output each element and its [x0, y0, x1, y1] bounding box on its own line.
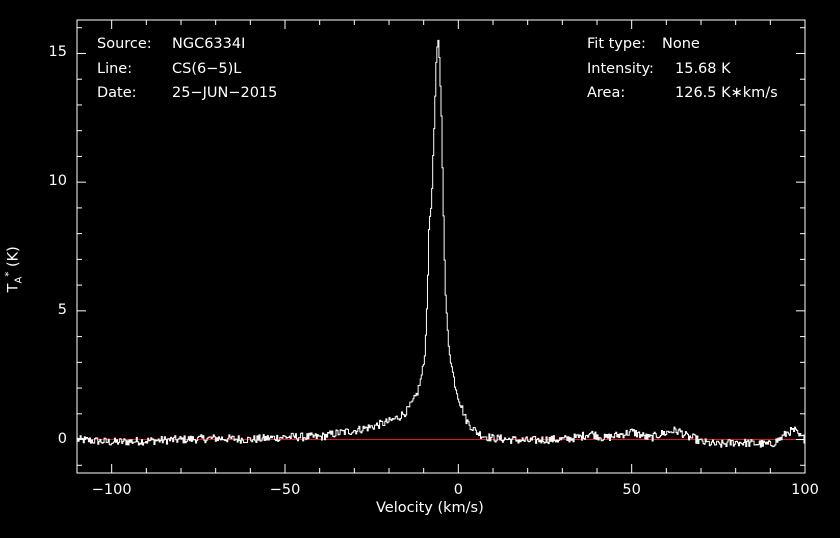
header-key-intensity: Intensity: — [587, 60, 654, 77]
y-axis-title-sup: * — [3, 271, 15, 277]
y-axis-title: TA* (K) — [3, 246, 25, 293]
x-tick-label: 100 — [791, 482, 819, 498]
header-value-source: NGC6334I — [172, 36, 246, 52]
header-key-date: Date: — [97, 85, 137, 101]
plot-frame — [76, 19, 806, 474]
header-key-source: Source: — [97, 36, 152, 52]
header-key-area: Area: — [587, 85, 626, 101]
header-value-fit-type: None — [662, 36, 700, 52]
x-tick-label: −100 — [91, 482, 132, 498]
x-tick-label: −50 — [269, 482, 301, 498]
series-layer — [77, 39, 806, 448]
header-value-intensity: 15.68 K — [675, 60, 731, 77]
header-value-date: 25−JUN−2015 — [172, 85, 278, 101]
spectrum-line-0 — [77, 39, 806, 448]
y-tick-label: 15 — [48, 44, 67, 61]
header-value-line: CS(6−5)L — [172, 60, 242, 77]
y-axis-title-sub: A — [13, 276, 25, 284]
y-tick-label: 10 — [48, 173, 67, 190]
y-tick-label: 0 — [57, 430, 67, 447]
y-axis-title-base: T — [5, 283, 22, 293]
ticks-layer — [76, 20, 806, 473]
y-tick-label: 5 — [57, 301, 67, 318]
header-key-fit-type: Fit type: — [587, 36, 646, 52]
header-value-area: 126.5 K∗km/s — [675, 85, 778, 101]
x-axis-title: Velocity (km/s) — [376, 500, 484, 516]
header-key-line: Line: — [97, 60, 133, 77]
x-tick-label: 50 — [622, 482, 641, 498]
x-tick-label: 0 — [453, 482, 463, 498]
y-axis-title-unit: (K) — [5, 246, 22, 272]
